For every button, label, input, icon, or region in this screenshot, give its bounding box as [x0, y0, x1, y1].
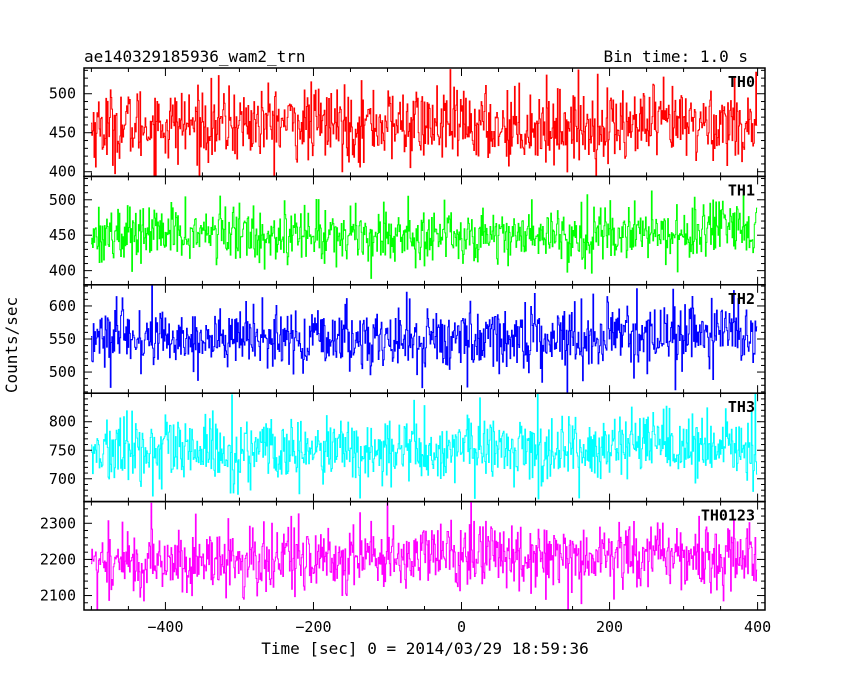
y-tick-label: 750	[49, 441, 76, 459]
x-axis-label: Time [sec] 0 = 2014/03/29 18:59:36	[261, 639, 589, 658]
x-tick-label: −400	[147, 618, 183, 636]
y-tick-label: 600	[49, 297, 76, 315]
series-label-th3: TH3	[728, 398, 755, 416]
series-line-th2	[91, 284, 758, 394]
x-tick-label: 0	[457, 618, 466, 636]
y-tick-label: 450	[49, 226, 76, 244]
x-tick-label: 400	[744, 618, 771, 636]
y-tick-label: 500	[49, 85, 76, 103]
series-label-th0123: TH0123	[701, 507, 755, 525]
y-tick-label: 800	[49, 413, 76, 431]
panel-th0123: 2100 2200 2300 TH0123	[40, 500, 766, 611]
series-line-th0	[91, 69, 758, 177]
series-label-th2: TH2	[728, 290, 755, 308]
y-tick-label: 2200	[40, 550, 76, 568]
y-tick-label: 550	[49, 330, 76, 348]
series-line-th3	[91, 393, 758, 500]
y-tick-label: 400	[49, 163, 76, 181]
y-tick-label: 400	[49, 262, 76, 280]
y-tick-label: 2300	[40, 514, 76, 532]
panel-th0: 400 450 500 TH0	[49, 67, 766, 181]
x-axis: −400 −200 0 200 400	[147, 618, 771, 636]
chart-title: ae140329185936_wam2_trn	[84, 47, 306, 66]
y-tick-label: 2100	[40, 587, 76, 605]
series-line-th0123	[91, 501, 758, 611]
y-tick-label: 450	[49, 124, 76, 142]
series-line-th1	[91, 190, 758, 279]
panel-th1: 400 450 500 TH1	[49, 175, 766, 286]
x-tick-label: −200	[295, 618, 331, 636]
panel-th3: 700 750 800 TH3	[49, 392, 766, 503]
x-tick-label: 200	[596, 618, 623, 636]
series-label-th0: TH0	[728, 73, 755, 91]
y-tick-label: 700	[49, 470, 76, 488]
y-tick-label: 500	[49, 191, 76, 209]
y-tick-label: 500	[49, 363, 76, 381]
y-axis-label: Counts/sec	[2, 297, 21, 393]
bin-time-label: Bin time: 1.0 s	[604, 47, 749, 66]
panel-th2: 500 550 600 TH2	[49, 284, 766, 394]
series-label-th1: TH1	[728, 181, 755, 199]
